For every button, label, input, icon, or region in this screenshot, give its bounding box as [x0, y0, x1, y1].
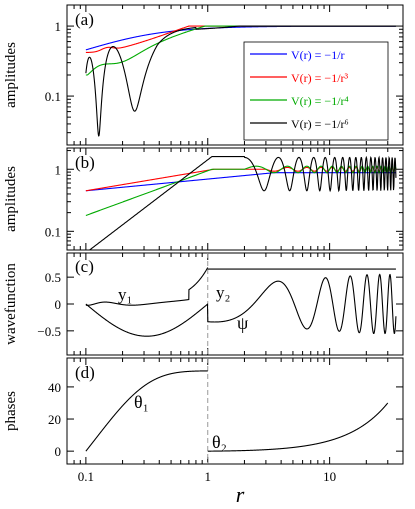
panel-d-label: (d)	[75, 363, 95, 382]
annotation-y2: y₂	[216, 283, 230, 302]
series-line	[85, 25, 396, 137]
annotation-psi: ψ	[237, 313, 249, 333]
y-tick-label: 20	[48, 412, 61, 427]
legend: V(r) = −1/r V(r) = −1/r³ V(r) = −1/r⁴ V(…	[243, 41, 389, 141]
y-tick-label: 0.1	[45, 89, 61, 104]
y-tick-label: 0	[55, 444, 62, 459]
x-axis-label: r	[236, 482, 245, 507]
y-tick-label: 0.1	[45, 224, 61, 239]
y-tick-label: 0.5	[45, 270, 61, 285]
panel-d-ylabel: phases	[3, 391, 19, 431]
series-line	[85, 267, 209, 306]
series-line	[85, 172, 396, 192]
series-line	[85, 273, 397, 337]
legend-entry-coulomb: V(r) = −1/r	[291, 48, 345, 62]
y-tick-label: 0	[55, 297, 62, 312]
panel-d-frame	[66, 357, 404, 465]
x-tick-label: 0.1	[78, 469, 94, 484]
panel-a-curves	[85, 25, 396, 137]
series-line	[85, 370, 208, 452]
panel-b-label: (b)	[75, 153, 95, 172]
y-tick-label: 1	[55, 19, 62, 34]
panel-b-frame	[66, 147, 404, 251]
series-line	[85, 166, 397, 192]
panel-a-ylabel: amplitudes	[3, 42, 19, 108]
panel-b-curves	[85, 155, 397, 250]
x-tick-label: 1	[205, 469, 212, 484]
legend-box	[243, 41, 389, 141]
axis-ticks: 0.1 1 0.1 1 −0.5 0 0.5 0 20 40 0.1 1 10	[37, 4, 404, 484]
panel-a-label: (a)	[75, 10, 94, 29]
legend-entry-r3: V(r) = −1/r³	[291, 71, 349, 85]
y-tick-label: 40	[48, 380, 61, 395]
annotation-theta1: θ₁	[134, 392, 149, 412]
y-tick-label: 1	[55, 162, 62, 177]
annotation-y1: y₁	[118, 285, 132, 304]
panel-b-ylabel: amplitudes	[3, 166, 19, 232]
x-tick-label: 10	[323, 469, 336, 484]
panel-c-curves	[85, 267, 397, 337]
annotation-theta2: θ₂	[212, 432, 227, 452]
panel-c-ylabel: wavefunction	[3, 263, 19, 345]
y-tick-label: −0.5	[37, 324, 61, 339]
legend-entry-r6: V(r) = −1/r⁶	[291, 117, 349, 131]
series-line	[85, 165, 397, 216]
series-line	[207, 402, 389, 452]
series-line	[88, 155, 397, 250]
panel-d-curves	[85, 370, 389, 452]
legend-entry-r4: V(r) = −1/r⁴	[291, 94, 349, 108]
panel-c-label: (c)	[75, 257, 94, 276]
